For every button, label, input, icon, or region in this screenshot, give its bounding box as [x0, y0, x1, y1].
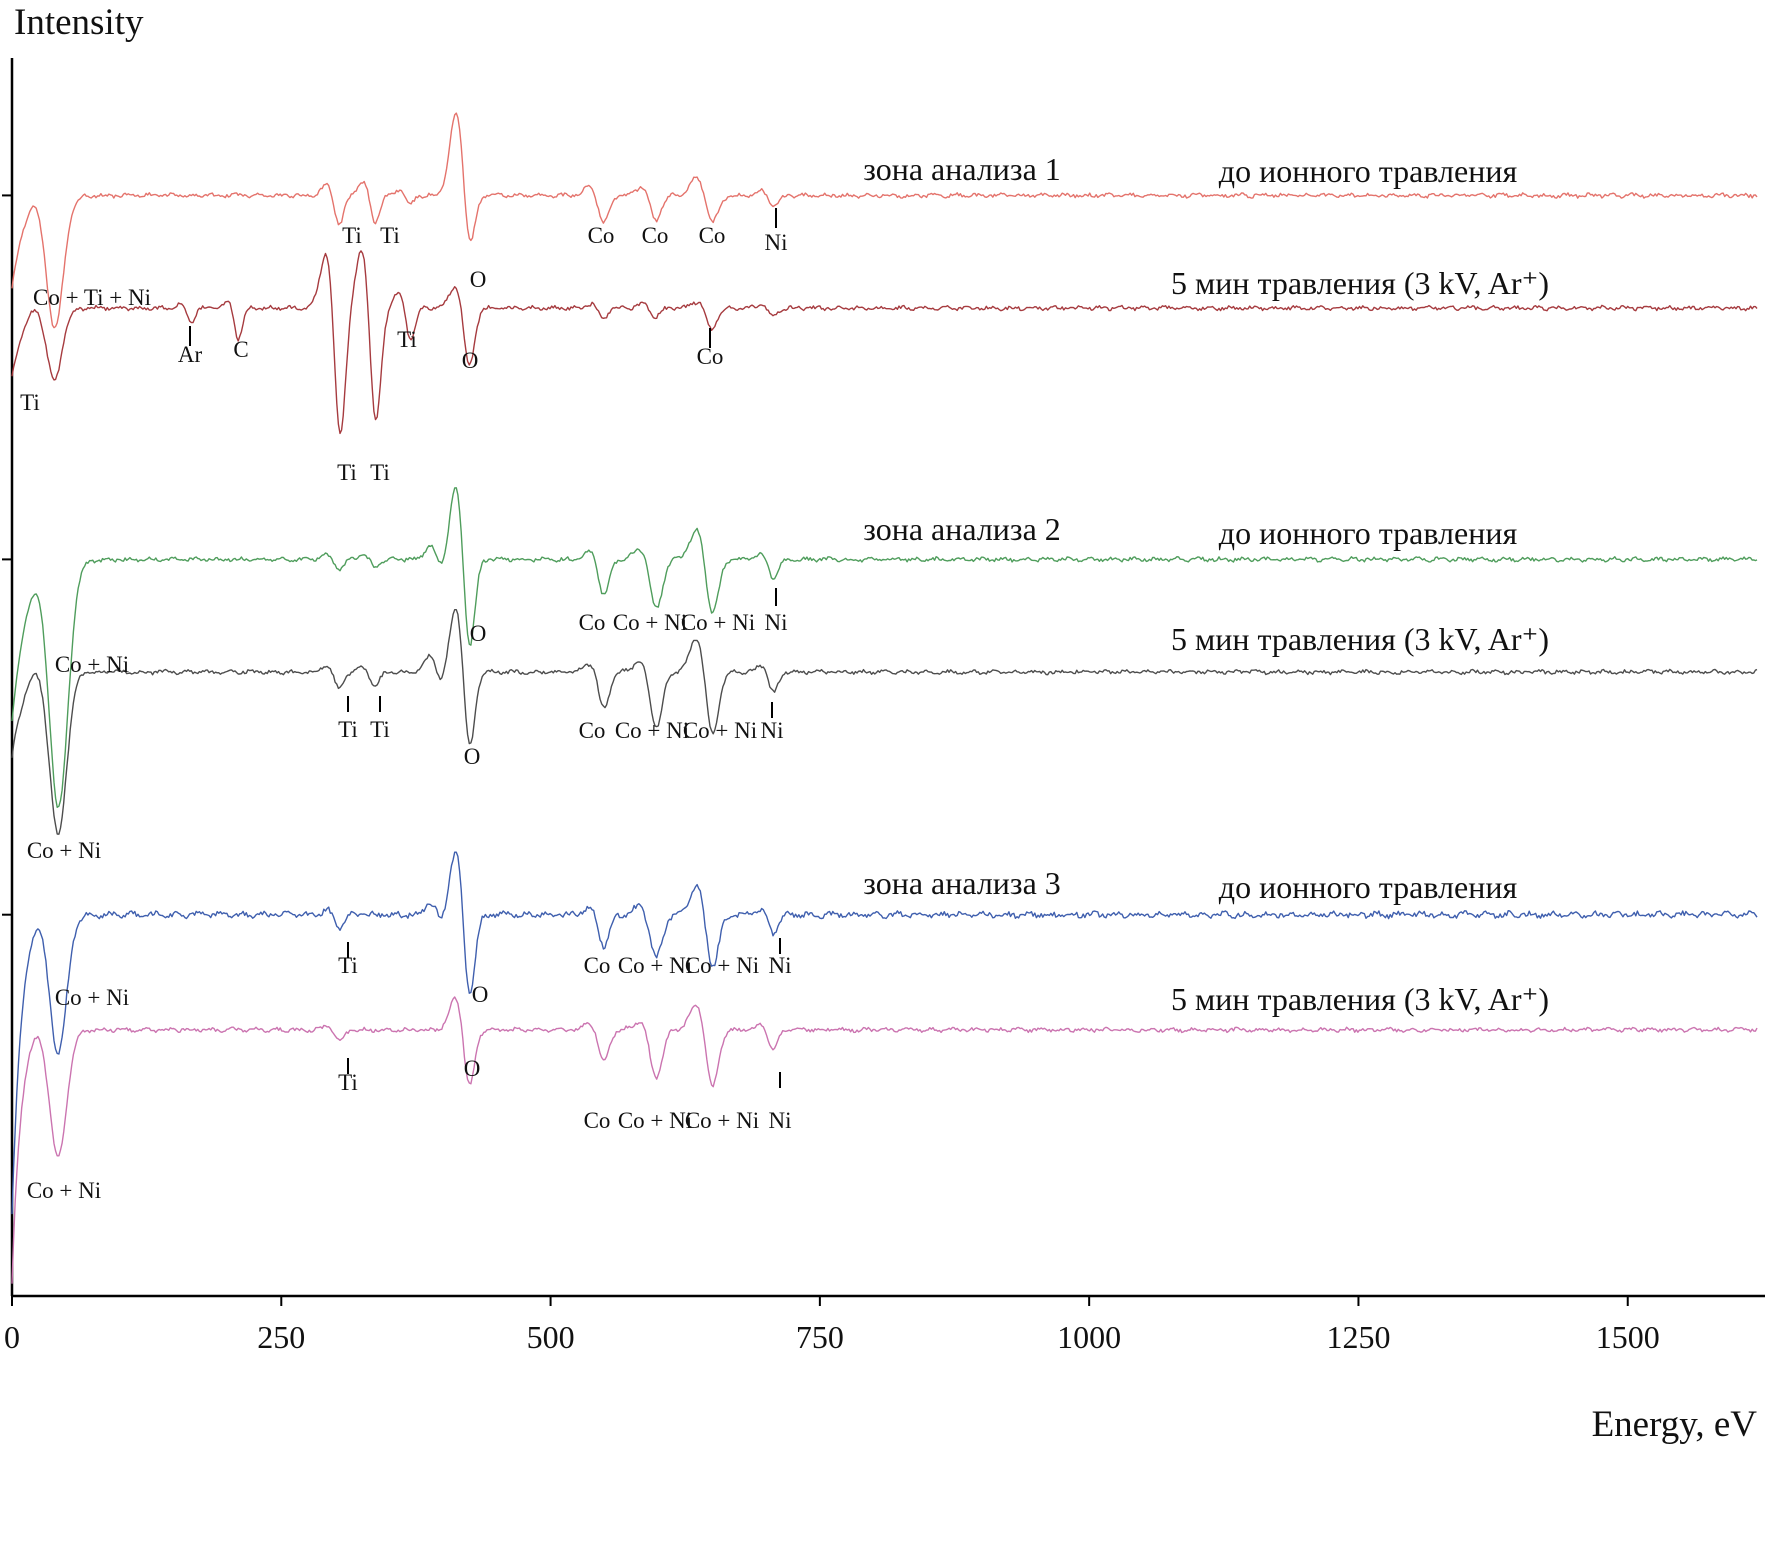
peak-label: Co	[579, 718, 606, 743]
peak-label: Co + Ni	[683, 718, 757, 743]
peak-label: Co + Ni	[685, 953, 759, 978]
peak-label: Co	[697, 344, 724, 369]
peak-label: Ar	[178, 342, 203, 367]
peak-label: Co + Ni	[685, 1108, 759, 1133]
peak-label: Ni	[765, 230, 788, 255]
x-axis-title: Energy, eV	[1592, 1404, 1758, 1445]
peak-label: Ni	[769, 953, 792, 978]
peak-label: O	[472, 982, 489, 1007]
series-zone-3-before-etching	[11, 851, 1758, 1215]
peak-label: Ti	[338, 953, 358, 978]
peak-label: C	[233, 337, 248, 362]
peak-label: Co	[588, 223, 615, 248]
peak-label: O	[462, 348, 479, 373]
peak-label: Ti	[338, 1070, 358, 1095]
peak-label: Co	[642, 223, 669, 248]
condition-label: до ионного травления	[1219, 869, 1518, 905]
x-tick-label: 750	[796, 1319, 844, 1355]
peak-label: Co + Ni	[55, 985, 129, 1010]
peak-label: Co	[579, 610, 606, 635]
condition-label: до ионного травления	[1219, 515, 1518, 551]
peak-label: Ni	[765, 610, 788, 635]
peak-label: Ni	[769, 1108, 792, 1133]
peak-label: O	[470, 621, 487, 646]
peak-label: Co	[699, 223, 726, 248]
condition-label: 5 мин травления (3 kV, Ar⁺)	[1171, 981, 1549, 1017]
zone-label: зона анализа 1	[863, 151, 1061, 187]
condition-label: до ионного травления	[1219, 153, 1518, 189]
x-tick-label: 1000	[1057, 1319, 1121, 1355]
peak-label: Co	[584, 953, 611, 978]
peak-label: Co + Ni	[55, 652, 129, 677]
peak-label: Ti	[380, 223, 400, 248]
peak-label: O	[470, 267, 487, 292]
peak-label: Ti	[397, 327, 417, 352]
zone-label: зона анализа 3	[863, 865, 1061, 901]
peak-label: Ti	[370, 717, 390, 742]
peak-label: Co + Ni	[27, 1178, 101, 1203]
peak-label: Co + Ni	[618, 1108, 692, 1133]
peak-label: Co + Ni	[27, 838, 101, 863]
peak-label: Ti	[370, 460, 390, 485]
peak-label: O	[464, 1056, 481, 1081]
peak-label: O	[464, 744, 481, 769]
series-zone-2-before-etching	[11, 487, 1758, 808]
peak-label: Ti	[342, 223, 362, 248]
series-zone-2-after-etching	[11, 609, 1758, 835]
peak-label: Co + Ni	[618, 953, 692, 978]
series-zone-3-after-etching	[11, 996, 1758, 1284]
x-tick-label: 250	[257, 1319, 305, 1355]
x-tick-label: 1250	[1326, 1319, 1390, 1355]
series-zone-1-before-etching	[11, 112, 1758, 329]
peak-label: Ni	[761, 718, 784, 743]
peak-label: Co + Ni	[681, 610, 755, 635]
condition-label: 5 мин травления (3 kV, Ar⁺)	[1171, 621, 1549, 657]
peak-label: Ti	[338, 717, 358, 742]
peak-label: Ti	[337, 460, 357, 485]
series-zone-1-after-etching	[11, 250, 1758, 435]
x-tick-label: 1500	[1596, 1319, 1660, 1355]
peak-label: Co + Ti + Ni	[33, 285, 151, 310]
peak-label: Co + Ni	[613, 610, 687, 635]
y-axis-title: Intensity	[14, 2, 144, 43]
peak-label: Co	[584, 1108, 611, 1133]
plot-area: 0 250 500 750 1000 1250 1500 зона анализа 1 до и…	[2, 58, 1765, 1355]
zone-label: зона анализа 2	[863, 511, 1061, 547]
x-tick-label: 0	[4, 1319, 20, 1355]
condition-label: 5 мин травления (3 kV, Ar⁺)	[1171, 265, 1549, 301]
peak-label: Ti	[20, 390, 40, 415]
x-tick-label: 500	[527, 1319, 575, 1355]
peak-label: Co + Ni	[615, 718, 689, 743]
